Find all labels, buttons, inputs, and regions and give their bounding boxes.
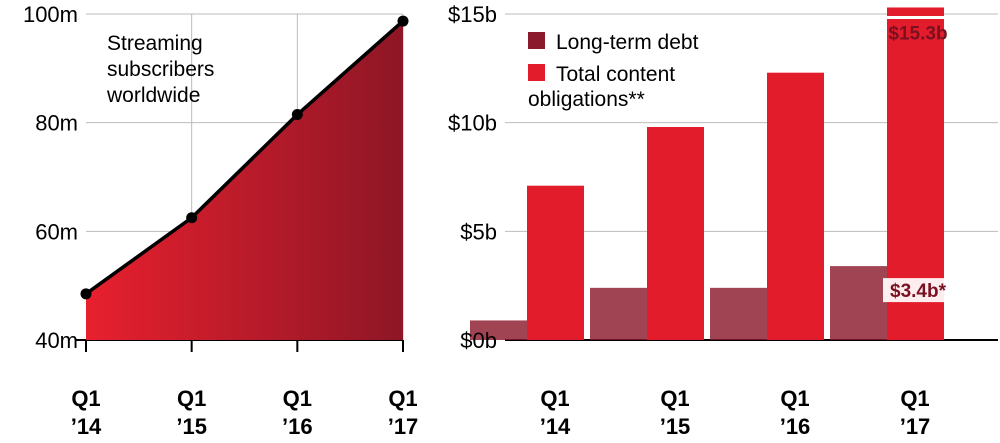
legend-label-content-line-2: obligations**	[528, 88, 645, 111]
subscribers-point	[397, 15, 409, 27]
long-term-debt-callout: $3.4b*	[890, 281, 947, 302]
right-y-tick-label: $0b	[460, 328, 497, 353]
right-x-tick-label-quarter: Q1	[900, 386, 929, 411]
legend-swatch-long-term-debt	[528, 32, 545, 49]
legend-label-content-line-1: Total content	[556, 63, 675, 86]
debt-obligations-bar-chart: $0b $5b $10b $15b Q1 ’14 Q1 ’15 Q1 ’16 Q1 ’17 $15.…	[448, 2, 998, 439]
right-y-tick-label: $10b	[448, 111, 497, 136]
left-x-tick-label-quarter: Q1	[71, 386, 100, 411]
subscribers-point	[186, 212, 198, 224]
subscribers-area-fill	[86, 21, 403, 341]
right-annotations: $15.3b $3.4b*	[883, 15, 953, 303]
right-y-tick-label: $15b	[448, 2, 497, 27]
right-x-tick-label-year: ’17	[900, 414, 931, 439]
left-x-tick-label-year: ’15	[176, 414, 207, 439]
right-x-tick-label-year: ’16	[780, 414, 811, 439]
legend: Long-term debt Total content obligations…	[528, 31, 699, 111]
right-y-tick-labels: $0b $5b $10b $15b	[448, 2, 497, 353]
content-obligations-bar	[767, 72, 824, 341]
content-obligations-bar	[647, 127, 704, 340]
long-term-debt-bar	[830, 266, 887, 340]
left-y-tick-label: 80m	[35, 111, 78, 136]
long-term-debt-bar	[710, 287, 767, 340]
left-title-line-1: Streaming	[107, 32, 203, 55]
content-obligations-bar	[527, 185, 584, 340]
right-x-tick-label-quarter: Q1	[540, 386, 569, 411]
right-x-tick-labels: Q1 ’14 Q1 ’15 Q1 ’16 Q1 ’17	[540, 386, 931, 439]
long-term-debt-bar	[470, 320, 527, 340]
subscribers-points	[80, 15, 409, 352]
subscribers-point	[291, 109, 303, 121]
left-title-line-2: subscribers	[107, 58, 214, 81]
legend-label-long-term-debt: Long-term debt	[556, 31, 699, 54]
right-bars	[470, 7, 944, 341]
left-x-tick-label-quarter: Q1	[388, 386, 417, 411]
left-y-tick-label: 60m	[35, 219, 78, 244]
right-x-tick-label-year: ’15	[660, 414, 691, 439]
left-x-tick-label-quarter: Q1	[177, 386, 206, 411]
left-x-tick-labels: Q1 ’14 Q1 ’15 Q1 ’16 Q1 ’17	[71, 386, 419, 439]
left-x-tick-label-quarter: Q1	[283, 386, 312, 411]
content-obligations-callout: $15.3b	[888, 23, 947, 44]
right-x-tick-label-quarter: Q1	[660, 386, 689, 411]
long-term-debt-bar	[590, 287, 647, 340]
right-y-tick-label: $5b	[460, 219, 497, 244]
left-y-tick-labels: 40m 60m 80m 100m	[23, 2, 78, 353]
debt-callout-bg	[883, 278, 953, 303]
left-x-tick-label-year: ’16	[282, 414, 313, 439]
subscribers-area-chart: 40m 60m 80m 100m Q1 ’14 Q1 ’15 Q1 ’16 Q1 ’17 Strea…	[23, 2, 418, 439]
legend-swatch-content-obligations	[528, 64, 545, 81]
left-y-tick-label: 100m	[23, 2, 78, 27]
legend-label-content-obligations: Total content obligations**	[528, 63, 681, 111]
right-x-tick-label-year: ’14	[540, 414, 571, 439]
right-x-tick-label-quarter: Q1	[780, 386, 809, 411]
subscribers-line	[84, 19, 405, 296]
left-x-tick-label-year: ’14	[71, 414, 102, 439]
left-chart-title: Streaming subscribers worldwide	[106, 32, 220, 107]
left-x-tick-label-year: ’17	[388, 414, 419, 439]
left-title-line-3: worldwide	[106, 84, 200, 107]
subscribers-point	[80, 288, 92, 300]
left-y-tick-label: 40m	[35, 328, 78, 353]
